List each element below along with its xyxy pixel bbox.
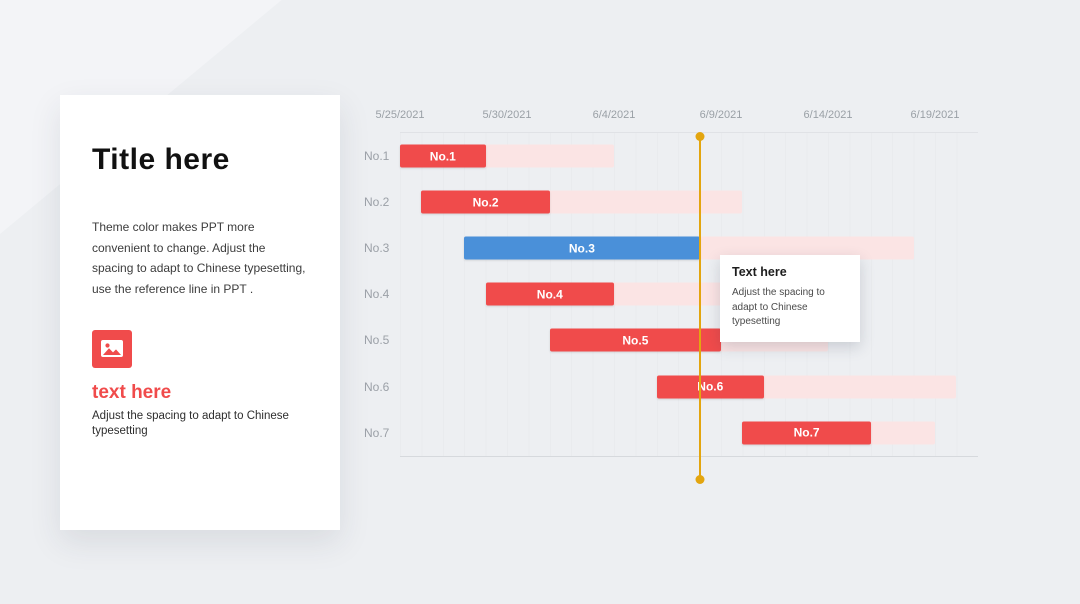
image-icon <box>92 329 132 368</box>
gantt-bar[interactable]: No.6 <box>656 375 764 399</box>
gantt-row: No.5 No.5 <box>364 317 978 363</box>
row-label: No.7 <box>364 425 390 440</box>
gantt-bar[interactable]: No.3 <box>464 236 700 260</box>
axis-date-label: 6/9/2021 <box>699 109 743 121</box>
gantt-row: No.7 No.7 <box>364 410 978 456</box>
info-card: Title here Theme color makes PPT more co… <box>60 95 340 530</box>
gantt-plot-area: No.1 No.1 No.2 No.2 No.3 No.3 No.4 No.4 No.5 No.5… <box>364 132 978 457</box>
gantt-bar[interactable]: No.7 <box>742 421 871 445</box>
gantt-bar[interactable]: No.1 <box>400 144 486 168</box>
gantt-row: No.1 No.1 <box>364 133 978 179</box>
gantt-date-axis: 5/25/2021 5/30/2021 6/4/2021 6/9/2021 6/14/2… <box>364 105 980 127</box>
gantt-bar[interactable]: No.2 <box>421 190 550 214</box>
axis-date-label: 5/30/2021 <box>482 109 532 121</box>
row-label: No.6 <box>364 379 390 394</box>
axis-date-label: 6/14/2021 <box>803 109 853 121</box>
gantt-row: No.3 No.3 <box>364 225 978 271</box>
row-label: No.3 <box>364 241 390 256</box>
gantt-row: No.2 No.2 <box>364 179 978 225</box>
marker-dot-top <box>695 132 705 141</box>
card-title: Title here <box>92 143 230 176</box>
tooltip-body: Adjust the spacing to adapt to Chinese t… <box>732 287 825 327</box>
row-label: No.4 <box>364 287 390 302</box>
today-marker-line[interactable] <box>695 132 705 484</box>
card-subtext: Adjust the spacing to adapt to Chinese t… <box>92 409 289 438</box>
gantt-chart: 5/25/2021 5/30/2021 6/4/2021 6/9/2021 6/14/2… <box>364 105 980 495</box>
image-icon-glyph <box>101 339 123 357</box>
marker-dot-bottom <box>695 475 705 484</box>
gantt-bar[interactable]: No.5 <box>549 328 721 352</box>
tooltip-callout: Text here Adjust the spacing to adapt to… <box>720 255 860 342</box>
row-label: No.2 <box>364 195 390 210</box>
gantt-row: No.4 No.4 <box>364 271 978 317</box>
row-label: No.5 <box>364 333 390 348</box>
gantt-row: No.6 No.6 <box>364 363 978 409</box>
axis-date-label: 6/19/2021 <box>910 109 960 121</box>
row-label: No.1 <box>364 149 390 164</box>
axis-date-label: 5/25/2021 <box>375 109 425 121</box>
tooltip-title: Text here <box>732 265 787 279</box>
card-body-text: Theme color makes PPT more convenient to… <box>92 220 306 296</box>
card-subheading: text here <box>92 381 172 403</box>
axis-date-label: 6/4/2021 <box>592 109 636 121</box>
gantt-bar[interactable]: No.4 <box>485 282 614 306</box>
